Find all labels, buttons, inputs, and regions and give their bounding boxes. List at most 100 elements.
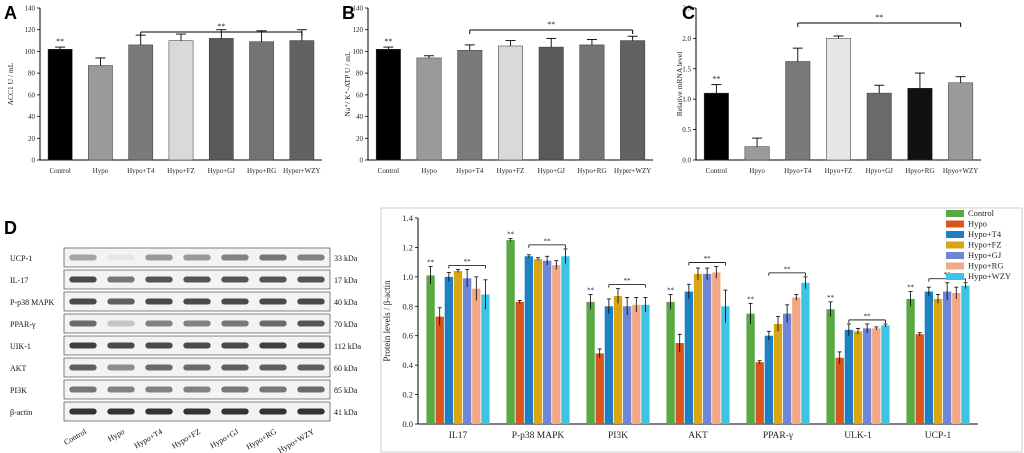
chart-b-na-k-atpase: B 0 20 40 60 80 100 120 140 Na⁺/ K⁺-ATP U / mL Con…: [342, 3, 653, 175]
y-tick-label: 80: [356, 70, 364, 78]
x-tick-label: P-p38 MAPK: [512, 431, 565, 441]
x-tick-label: IL17: [449, 431, 468, 441]
blot-band: [297, 408, 325, 415]
significance-mark: **: [784, 265, 792, 273]
bar: [693, 273, 703, 424]
y-tick-label: 0.8: [402, 301, 413, 311]
legend-entry: Control: [968, 208, 995, 218]
blot-band: [69, 320, 97, 327]
bar: [435, 316, 444, 424]
x-tick-label: Hpyo+T4: [784, 167, 812, 175]
bar: [915, 334, 924, 424]
blot-band: [183, 254, 211, 261]
blot-band: [183, 408, 211, 415]
x-tick-label: Hypo+T4: [127, 167, 155, 175]
bar: [613, 295, 623, 424]
blot-band: [107, 364, 135, 371]
y-tick-label: 20: [356, 135, 364, 143]
x-tick-label: Hpyo: [749, 167, 765, 175]
blot-band: [107, 342, 135, 349]
bar: [703, 92, 729, 161]
bar: [524, 256, 534, 424]
blot-band: [69, 408, 97, 415]
legend-swatch: [946, 252, 964, 259]
blot-band: [183, 342, 211, 349]
blot-band: [145, 254, 173, 261]
y-tick-label: 140: [25, 5, 36, 13]
bar: [782, 313, 792, 424]
significance-mark: **: [907, 284, 915, 292]
protein-kda-label: 33 kDa: [334, 254, 358, 263]
chart-d-protein-levels: 0.0 0.2 0.4 0.6 0.8 1.0 1.2 1.4 Protein levels /…: [380, 207, 1023, 453]
blot-band: [221, 320, 249, 327]
blot-band: [107, 408, 135, 415]
bar: [881, 325, 890, 424]
protein-kda-label: 40 kDa: [334, 298, 358, 307]
y-tick-label: 120: [353, 26, 364, 34]
legend-entry: Hypo+WZY: [968, 271, 1011, 281]
blot-band: [183, 364, 211, 371]
bar: [208, 38, 234, 161]
protein-kda-label: 41 kDa: [334, 408, 358, 417]
y-axis-title: Relative mRNA level: [676, 52, 684, 117]
x-tick-label: Hypo+FZ: [497, 167, 525, 175]
blot-band: [69, 364, 97, 371]
blot-band: [107, 386, 135, 393]
legend-entry: Hypo+GJ: [968, 250, 1002, 260]
x-tick-label: ULK-1: [844, 431, 872, 441]
y-tick-label: 0: [32, 157, 36, 165]
significance-mark: **: [384, 37, 392, 46]
legend-entry: Hypo+T4: [968, 229, 1002, 239]
y-tick-label: 1.5: [682, 65, 691, 73]
protein-name-label: AKT: [10, 364, 27, 373]
significance-mark: **: [624, 277, 632, 285]
bar: [128, 44, 154, 161]
panel-label-d: D: [4, 218, 17, 238]
bar: [764, 335, 774, 424]
bar: [472, 288, 481, 424]
lane-label: Hypo: [106, 427, 126, 444]
significance-mark: **: [464, 258, 472, 266]
western-blot-panel: D UCP-1 33 kDa IL-17 17 kDa P-p38 MAPK 40 kDa P…: [4, 218, 361, 453]
protein-name-label: UIK-1: [10, 342, 31, 351]
blot-band: [145, 364, 173, 371]
blot-band: [259, 298, 287, 305]
y-tick-label: 140: [353, 5, 364, 13]
legend-swatch: [946, 273, 964, 280]
bar: [586, 301, 595, 424]
blot-band: [107, 320, 135, 327]
y-tick-label: 0.0: [682, 157, 691, 165]
y-tick-label: 0: [360, 157, 364, 165]
x-tick-label: Hypo+GJ: [538, 167, 566, 175]
protein-name-label: PI3K: [10, 386, 27, 395]
y-tick-label: 1.0: [682, 96, 691, 104]
bar: [933, 298, 943, 424]
protein-name-label: IL-17: [10, 276, 28, 285]
legend-entry: Hypo+FZ: [968, 240, 1002, 250]
bar: [289, 40, 315, 161]
significance-mark: **: [667, 287, 675, 295]
bar: [712, 272, 721, 424]
blot-band: [183, 276, 211, 283]
significance-mark: **: [547, 20, 555, 29]
lane-label: Hypo+GJ: [208, 427, 240, 450]
blot-band: [69, 342, 97, 349]
y-tick-label: 40: [28, 113, 36, 121]
y-tick-label: 1.2: [402, 242, 413, 252]
significance-mark: **: [56, 37, 64, 46]
x-tick-label: Hyper+WZY: [614, 167, 651, 175]
blot-band: [297, 298, 325, 305]
bar: [595, 353, 604, 424]
bar: [561, 256, 570, 424]
bar: [620, 40, 646, 161]
bar: [552, 265, 561, 424]
bar: [773, 323, 783, 424]
blot-band: [259, 408, 287, 415]
x-tick-label: Hypo+RG: [577, 167, 606, 175]
bar: [457, 50, 483, 161]
blot-band: [145, 320, 173, 327]
blot-strip: [63, 247, 331, 268]
blot-band: [145, 298, 173, 305]
blot-band: [107, 254, 135, 261]
bar: [872, 328, 881, 424]
